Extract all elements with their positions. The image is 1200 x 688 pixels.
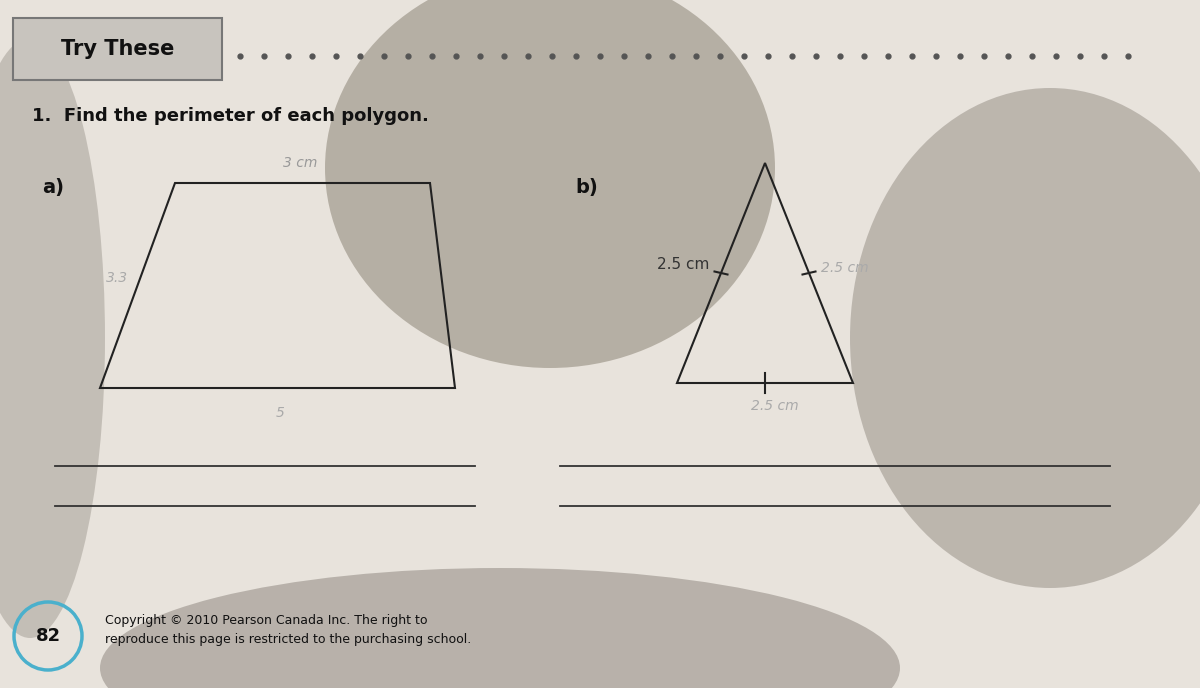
Text: 82: 82 — [36, 627, 60, 645]
Text: Try These: Try These — [61, 39, 175, 59]
Text: 2.5 cm: 2.5 cm — [656, 257, 709, 272]
Ellipse shape — [325, 0, 775, 368]
Text: Copyright © 2010 Pearson Canada Inc. The right to
reproduce this page is restric: Copyright © 2010 Pearson Canada Inc. The… — [106, 614, 472, 646]
Text: a): a) — [42, 178, 64, 197]
Text: 5: 5 — [276, 406, 284, 420]
Text: 3.3: 3.3 — [106, 271, 128, 285]
Ellipse shape — [100, 568, 900, 688]
Text: 2.5 cm: 2.5 cm — [751, 399, 799, 413]
Ellipse shape — [850, 88, 1200, 588]
Text: b): b) — [575, 178, 598, 197]
Text: 2.5 cm: 2.5 cm — [821, 261, 869, 275]
Ellipse shape — [0, 38, 106, 638]
FancyBboxPatch shape — [13, 18, 222, 80]
Text: 3 cm: 3 cm — [283, 156, 317, 170]
Text: 1.  Find the perimeter of each polygon.: 1. Find the perimeter of each polygon. — [32, 107, 428, 125]
